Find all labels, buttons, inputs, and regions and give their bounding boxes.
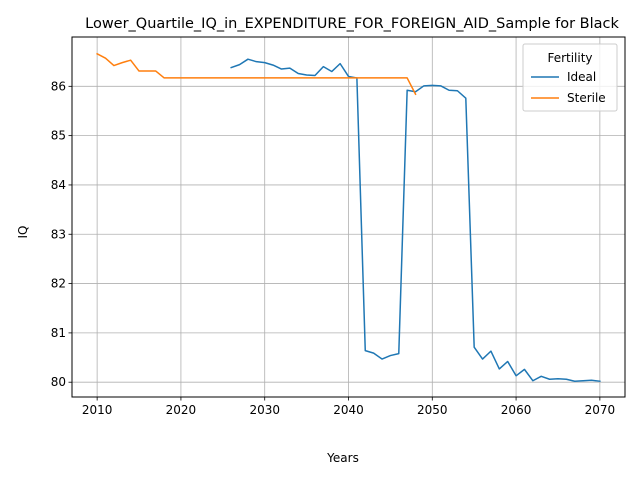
y-tick-label: 84: [51, 178, 66, 192]
grid-lines: [72, 37, 625, 397]
y-tick-label: 86: [51, 79, 66, 93]
x-tick-label: 2020: [166, 403, 197, 417]
legend-title: Fertility: [547, 51, 592, 65]
legend-label-ideal: Ideal: [567, 70, 596, 84]
series-line-sterile: [96, 52, 417, 96]
y-axis-ticks: 80 81 82 83 84 85 86: [51, 79, 72, 389]
series-layer: [96, 52, 601, 383]
y-tick-label: 80: [51, 375, 66, 389]
x-tick-label: 2030: [249, 403, 280, 417]
legend-label-sterile: Sterile: [567, 91, 606, 105]
y-tick-label: 85: [51, 129, 66, 143]
x-axis-ticks: 2010 2020 2030 2040 2050 2060 2070: [82, 397, 615, 417]
x-tick-label: 2040: [333, 403, 364, 417]
y-axis-label: IQ: [16, 226, 30, 239]
y-tick-label: 81: [51, 326, 66, 340]
x-tick-label: 2010: [82, 403, 113, 417]
series-line-ideal: [230, 58, 601, 383]
legend: Fertility Ideal Sterile: [522, 43, 618, 112]
x-axis-label: Years: [326, 451, 359, 465]
x-tick-label: 2070: [585, 403, 616, 417]
x-tick-label: 2050: [417, 403, 448, 417]
chart-title: Lower_Quartile_IQ_in_EXPENDITURE_FOR_FOR…: [85, 16, 619, 32]
y-tick-label: 83: [51, 227, 66, 241]
legend-frame: [522, 43, 618, 112]
x-tick-label: 2060: [501, 403, 532, 417]
y-tick-label: 82: [51, 277, 66, 291]
